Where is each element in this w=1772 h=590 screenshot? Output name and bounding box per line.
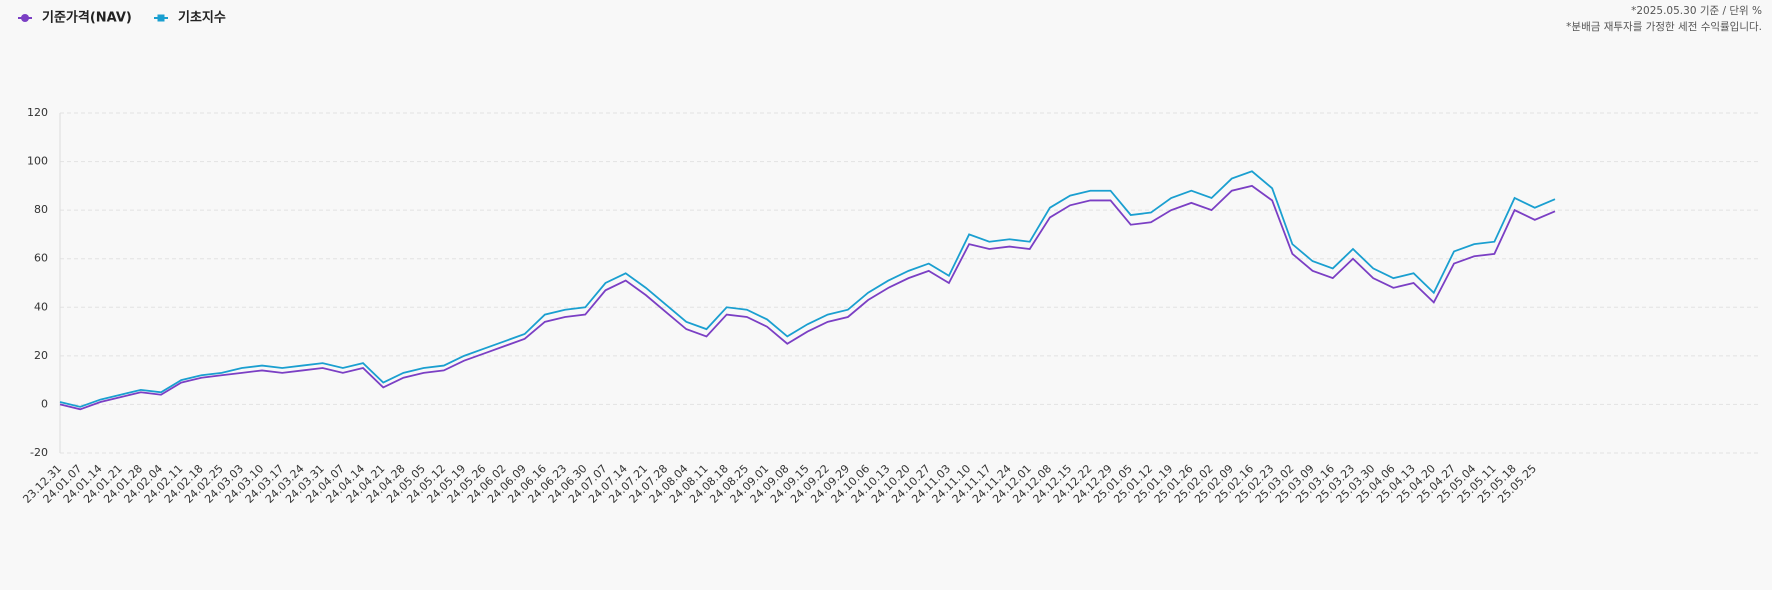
y-tick-label: 80 bbox=[34, 203, 48, 216]
legend-label: 기초지수 bbox=[178, 11, 226, 26]
series-line bbox=[59, 170, 1556, 408]
note: *2025.05.30 기준 / 단위 % bbox=[1631, 4, 1762, 17]
y-tick-label: 120 bbox=[27, 106, 48, 119]
note: *분배금 재투자를 가정한 세전 수익률입니다. bbox=[1566, 20, 1762, 33]
y-tick-label: 0 bbox=[41, 397, 48, 410]
legend-label: 기준가격(NAV) bbox=[42, 11, 132, 26]
y-tick-label: 60 bbox=[34, 252, 48, 265]
legend-marker bbox=[157, 14, 165, 22]
y-tick-label: 20 bbox=[34, 349, 48, 362]
series-line bbox=[59, 184, 1556, 411]
y-tick-label: 100 bbox=[27, 155, 48, 168]
legend-marker bbox=[21, 14, 29, 22]
y-tick-label: -20 bbox=[30, 446, 48, 459]
y-tick-label: 40 bbox=[34, 300, 48, 313]
